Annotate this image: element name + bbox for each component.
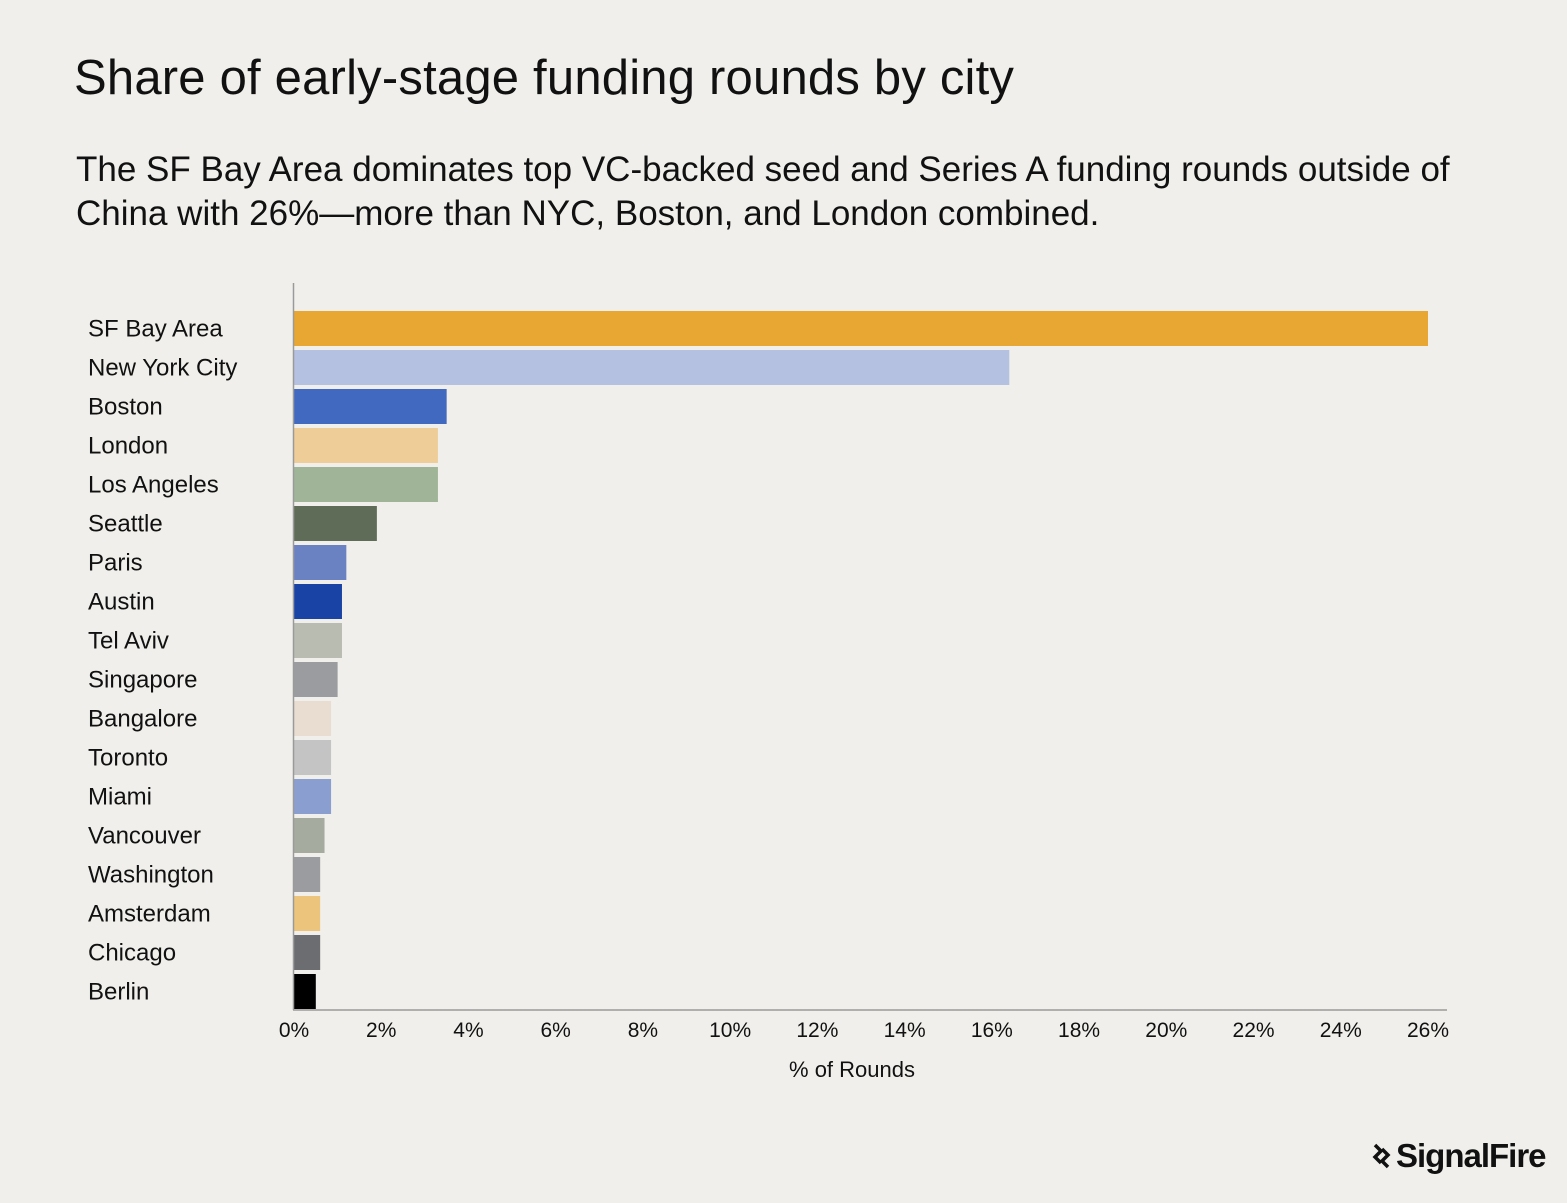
category-label-los-angeles: Los Angeles	[88, 472, 219, 499]
chart-title: Share of early-stage funding rounds by c…	[74, 51, 1015, 105]
x-tick-label: 4%	[453, 1019, 483, 1042]
signalfire-logo: SignalFire	[1372, 1136, 1547, 1176]
x-tick-label: 0%	[279, 1019, 309, 1042]
bar-tel-aviv	[294, 623, 342, 658]
bar-singapore	[294, 662, 338, 697]
bar-bangalore	[294, 701, 332, 736]
category-label-berlin: Berlin	[88, 979, 149, 1006]
category-label-sf-bay-area: SF Bay Area	[88, 316, 223, 343]
x-tick-label: 2%	[366, 1019, 396, 1042]
category-label-london: London	[88, 433, 168, 460]
x-tick-label: 6%	[541, 1019, 571, 1042]
x-tick-label: 24%	[1320, 1019, 1362, 1042]
bar-toronto	[294, 740, 332, 775]
bar-london	[294, 428, 438, 463]
category-label-new-york-city: New York City	[88, 355, 237, 382]
bar-berlin	[294, 974, 316, 1009]
category-label-seattle: Seattle	[88, 511, 163, 538]
category-label-tel-aviv: Tel Aviv	[88, 628, 169, 655]
bar-vancouver	[294, 818, 325, 853]
category-label-washington: Washington	[88, 862, 214, 889]
bar-boston	[294, 389, 447, 424]
x-tick-label: 8%	[628, 1019, 658, 1042]
bar-new-york-city	[294, 350, 1010, 385]
x-tick-label: 20%	[1145, 1019, 1187, 1042]
category-label-bangalore: Bangalore	[88, 706, 197, 733]
bar-paris	[294, 545, 347, 580]
category-label-singapore: Singapore	[88, 667, 197, 694]
x-tick-label: 12%	[796, 1019, 838, 1042]
bar-washington	[294, 857, 321, 892]
category-label-boston: Boston	[88, 394, 163, 421]
x-tick-label: 10%	[709, 1019, 751, 1042]
category-label-paris: Paris	[88, 550, 143, 577]
x-tick-label: 26%	[1407, 1019, 1449, 1042]
bar-los-angeles	[294, 467, 438, 502]
signalfire-mark-icon	[1372, 1143, 1391, 1169]
chart-subtitle: The SF Bay Area dominates top VC-backed …	[76, 150, 1450, 233]
x-tick-labels: 0% 2% 4% 6% 8% 10% 12% 14% 16% 18% 20% 22% 24% 26%	[279, 1019, 1449, 1042]
bar-seattle	[294, 506, 377, 541]
bar-chicago	[294, 935, 321, 970]
category-label-amsterdam: Amsterdam	[88, 901, 211, 928]
bars-group	[294, 311, 1428, 1009]
bar-amsterdam	[294, 896, 321, 931]
x-tick-label: 18%	[1058, 1019, 1100, 1042]
x-axis-title: % of Rounds	[789, 1057, 915, 1082]
logo-text: SignalFire	[1396, 1137, 1547, 1174]
category-label-toronto: Toronto	[88, 745, 168, 772]
category-label-chicago: Chicago	[88, 940, 176, 967]
category-label-vancouver: Vancouver	[88, 823, 201, 850]
bar-sf-bay-area	[294, 311, 1428, 346]
category-label-austin: Austin	[88, 589, 155, 616]
x-tick-label: 16%	[971, 1019, 1013, 1042]
category-labels: SF Bay Area New York City Boston London Los …	[88, 316, 237, 1006]
x-tick-label: 14%	[884, 1019, 926, 1042]
bar-austin	[294, 584, 342, 619]
category-label-miami: Miami	[88, 784, 152, 811]
x-tick-label: 22%	[1233, 1019, 1275, 1042]
bar-miami	[294, 779, 332, 814]
